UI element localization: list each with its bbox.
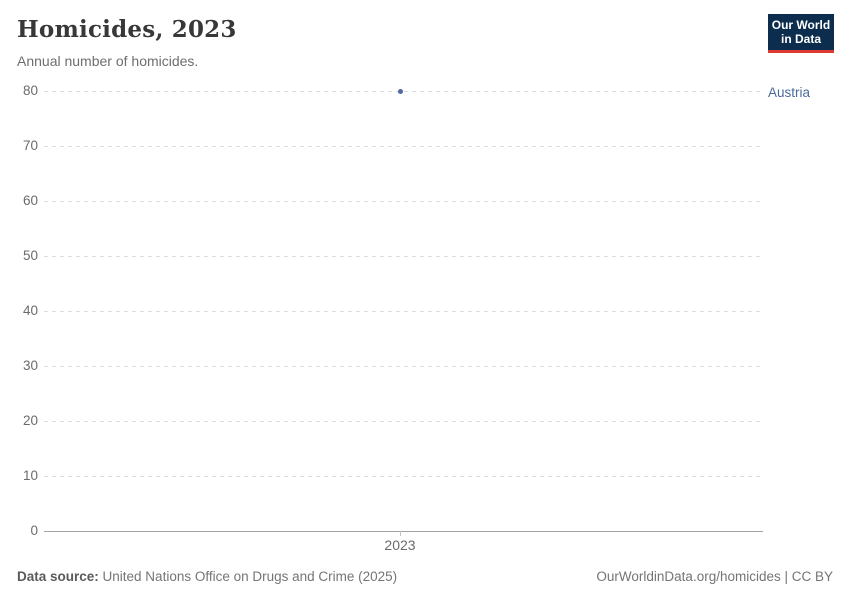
y-tick-label-30: 30 [22, 358, 38, 373]
gridline-50 [44, 256, 763, 257]
x-tick-label-2023: 2023 [384, 537, 416, 553]
gridline-70 [44, 146, 763, 147]
data-source-text: United Nations Office on Drugs and Crime… [98, 569, 398, 584]
gridline-20 [44, 421, 763, 422]
gridline-40 [44, 311, 763, 312]
owid-logo-line1: Our World [771, 18, 831, 32]
owid-logo-line2: in Data [780, 32, 821, 46]
y-tick-label-40: 40 [22, 303, 38, 318]
y-tick-label-70: 70 [22, 138, 38, 153]
attribution-link[interactable]: OurWorldinData.org/homicides | CC BY [596, 569, 833, 584]
data-source-note: Data source: United Nations Office on Dr… [17, 569, 397, 584]
gridline-30 [44, 366, 763, 367]
y-tick-label-0: 0 [30, 523, 38, 538]
y-tick-label-80: 80 [22, 83, 38, 98]
y-tick-label-10: 10 [22, 468, 38, 483]
page-title: Homicides, 2023 [17, 16, 237, 43]
y-tick-label-50: 50 [22, 248, 38, 263]
y-tick-label-60: 60 [22, 193, 38, 208]
series-label-austria[interactable]: Austria [768, 85, 811, 100]
data-source-label: Data source: [17, 569, 99, 584]
data-point-austria-2023[interactable] [398, 89, 403, 94]
gridline-10 [44, 476, 763, 477]
gridline-80 [44, 91, 763, 92]
y-tick-label-20: 20 [22, 413, 38, 428]
owid-logo[interactable]: Our World in Data [768, 14, 834, 53]
x-axis-tick-2023 [400, 531, 401, 536]
gridline-60 [44, 201, 763, 202]
x-axis-line [44, 531, 763, 532]
chart-subtitle: Annual number of homicides. [17, 53, 199, 69]
